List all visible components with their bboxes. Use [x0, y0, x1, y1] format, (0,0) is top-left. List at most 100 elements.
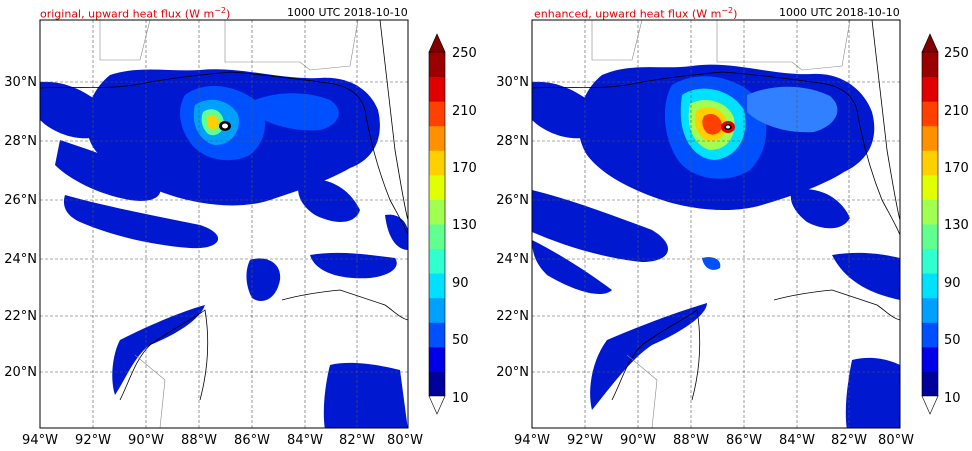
- panel-enhanced: enhanced, upward heat flux (W m−2) 1000 …: [492, 0, 972, 451]
- colorbar-bin: [429, 297, 445, 323]
- flux-field: [532, 20, 900, 428]
- lat-label: 26°N: [4, 193, 37, 208]
- colorbar-bin: [922, 248, 938, 274]
- colorbar-bin: [429, 224, 445, 250]
- colorbar-tick: 170: [452, 161, 477, 176]
- colorbar-bin: [922, 199, 938, 225]
- colorbar-bin: [922, 125, 938, 151]
- lon-axis: 94°W 92°W 90°W 88°W 86°W 84°W 82°W 80°W: [22, 433, 423, 448]
- lon-axis: 94°W 92°W 90°W 88°W 86°W 84°W 82°W 80°W: [514, 433, 914, 448]
- colorbar-bin: [429, 199, 445, 225]
- colorbar-tick: 250: [944, 46, 969, 61]
- lat-label: 26°N: [496, 193, 529, 208]
- lon-label: 84°W: [779, 433, 815, 448]
- map-frame: [39, 19, 409, 429]
- colorbar-tick: 90: [452, 276, 469, 291]
- colorbar-bin: [429, 52, 445, 78]
- colorbar-tick: 250: [452, 46, 477, 61]
- colorbar: 250 210 170 130 90 50 10: [921, 33, 969, 415]
- lat-label: 28°N: [496, 134, 529, 149]
- lon-label: 90°W: [128, 433, 164, 448]
- lon-label: 94°W: [22, 433, 58, 448]
- colorbar-bin: [429, 322, 445, 348]
- colorbar-bin: [429, 150, 445, 176]
- graticule: [532, 20, 900, 428]
- colorbar-bin: [429, 371, 445, 397]
- lat-label: 20°N: [496, 365, 529, 380]
- colorbar-bin: [922, 346, 938, 372]
- colorbar-tick: 10: [944, 391, 961, 406]
- lon-label: 84°W: [287, 433, 323, 448]
- colorbar-bin: [429, 125, 445, 151]
- lon-label: 88°W: [181, 433, 217, 448]
- colorbar-min-extend: [428, 395, 446, 415]
- colorbar: 250 210 170 130 90 50 10: [428, 33, 477, 415]
- colorbar-tick: 50: [452, 333, 469, 348]
- lat-label: 30°N: [4, 75, 37, 90]
- lat-label: 24°N: [496, 252, 529, 267]
- lon-label: 92°W: [567, 433, 603, 448]
- colorbar-bin: [922, 174, 938, 200]
- panel-time: 1000 UTC 2018-10-10: [779, 6, 900, 19]
- lat-label: 24°N: [4, 252, 37, 267]
- colorbar-bin: [429, 273, 445, 299]
- borders: [99, 20, 359, 428]
- colorbar-bin: [922, 224, 938, 250]
- lat-label: 28°N: [4, 134, 37, 149]
- borders: [591, 20, 851, 428]
- panel-time: 1000 UTC 2018-10-10: [287, 6, 408, 19]
- colorbar-bin: [429, 174, 445, 200]
- colorbar-bin: [922, 76, 938, 102]
- lat-axis: 30°N 28°N 26°N 24°N 22°N 20°N: [4, 75, 37, 380]
- colorbar-bin: [922, 101, 938, 127]
- colorbar-bin: [922, 150, 938, 176]
- colorbar-bin: [922, 371, 938, 397]
- colorbar-bin: [429, 346, 445, 372]
- coastlines: [40, 20, 408, 401]
- colorbar-tick: 50: [944, 333, 961, 348]
- colorbar-tick: 130: [452, 218, 477, 233]
- lon-label: 90°W: [620, 433, 656, 448]
- lon-label: 80°W: [878, 433, 914, 448]
- map-frame: [531, 19, 901, 429]
- lon-label: 86°W: [234, 433, 270, 448]
- lon-label: 86°W: [726, 433, 762, 448]
- lon-label: 82°W: [831, 433, 867, 448]
- panel-title: enhanced, upward heat flux (W m−2): [534, 6, 738, 21]
- colorbar-ticks: 250 210 170 130 90 50 10: [452, 46, 477, 406]
- lat-label: 22°N: [496, 309, 529, 324]
- colorbar-bin: [922, 52, 938, 78]
- graticule: [40, 20, 408, 428]
- map-figure: 30°N 28°N 26°N 24°N 22°N 20°N 94°W 92°W …: [4, 19, 477, 448]
- colorbar-tick: 130: [944, 218, 969, 233]
- lat-label: 22°N: [4, 309, 37, 324]
- lon-label: 92°W: [75, 433, 111, 448]
- colorbar-tick: 210: [452, 104, 477, 119]
- colorbar-ticks: 250 210 170 130 90 50 10: [944, 46, 969, 406]
- colorbar-tick: 170: [944, 161, 969, 176]
- lat-axis: 30°N 28°N 26°N 24°N 22°N 20°N: [496, 75, 529, 380]
- lon-label: 80°W: [387, 433, 423, 448]
- colorbar-min-extend: [921, 395, 939, 415]
- colorbar-max-extend: [428, 33, 446, 53]
- colorbar-tick: 210: [944, 104, 969, 119]
- map-figure: 30°N 28°N 26°N 24°N 22°N 20°N 94°W 92°W …: [496, 19, 969, 448]
- lon-label: 88°W: [673, 433, 709, 448]
- lat-label: 30°N: [496, 75, 529, 90]
- panel-title: original, upward heat flux (W m−2): [40, 6, 231, 21]
- colorbar-tick: 90: [944, 276, 961, 291]
- panel-original: original, upward heat flux (W m−2) 1000 …: [4, 6, 477, 448]
- colorbar-tick: 10: [452, 391, 469, 406]
- colorbar-bin: [429, 248, 445, 274]
- lon-label: 94°W: [514, 433, 550, 448]
- lon-label: 82°W: [339, 433, 375, 448]
- colorbar-max-extend: [921, 33, 939, 53]
- flux-field: [40, 20, 408, 428]
- colorbar-bin: [922, 297, 938, 323]
- colorbar-bin: [922, 273, 938, 299]
- colorbar-bin: [429, 101, 445, 127]
- colorbar-bin: [429, 76, 445, 102]
- lat-label: 20°N: [4, 365, 37, 380]
- coastlines: [532, 20, 900, 401]
- colorbar-bin: [922, 322, 938, 348]
